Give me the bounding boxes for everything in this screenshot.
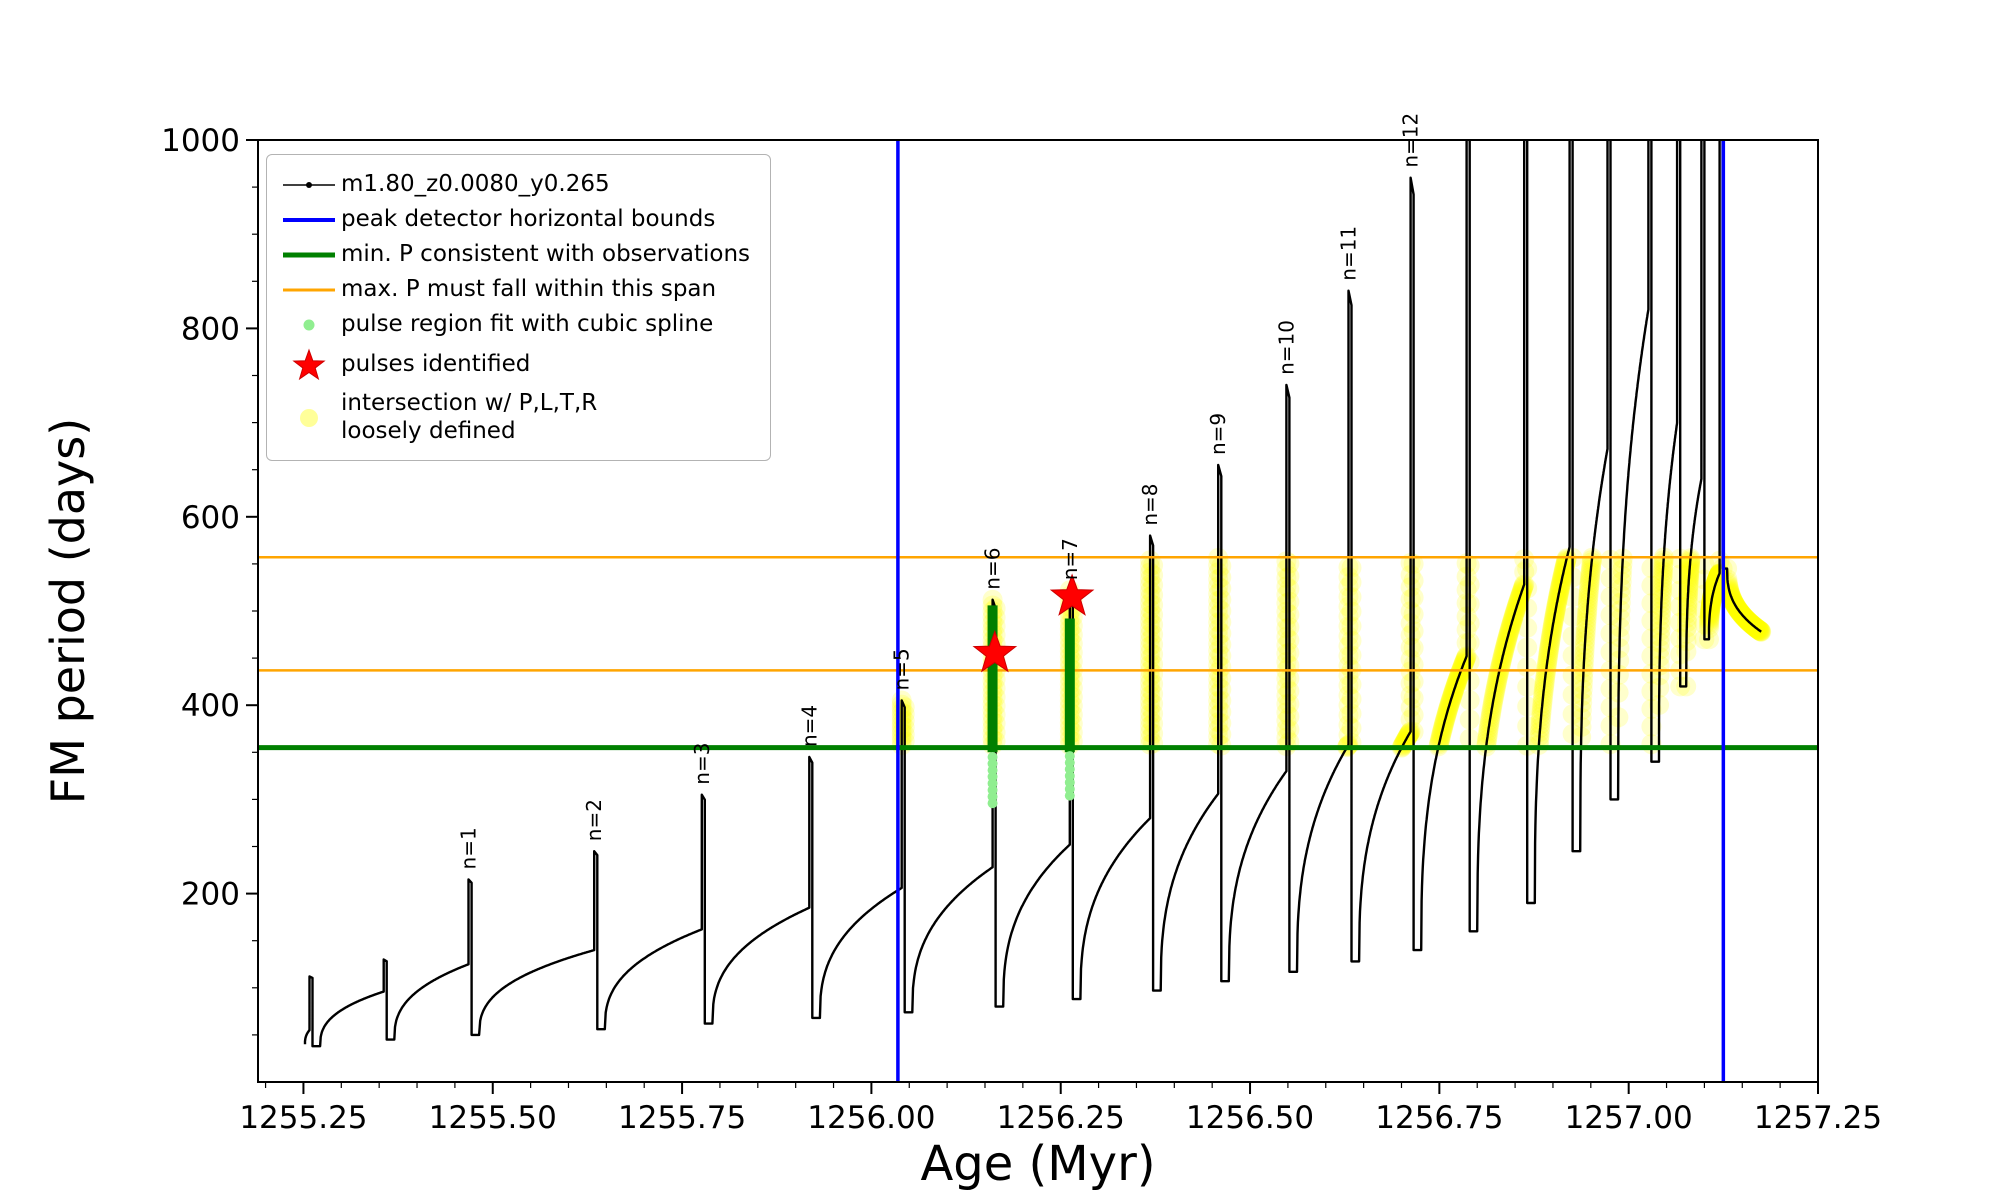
track-line — [303, 140, 1763, 1048]
legend-item: pulses identified — [277, 345, 750, 385]
evolution-track — [303, 140, 1763, 1048]
pulse-region-dot — [987, 752, 998, 763]
legend-item: m1.80_z0.0080_y0.265 — [277, 170, 750, 200]
series-line-marker-icon — [283, 182, 335, 188]
y-tick-label: 400 — [181, 688, 240, 724]
x-tick-label: 1257.25 — [1754, 1100, 1882, 1136]
pulse-number-label: n=1 — [457, 827, 481, 869]
pulse-number-label: n=3 — [690, 743, 714, 785]
y-tick-label: 1000 — [161, 123, 240, 159]
x-tick-label: 1256.25 — [997, 1100, 1125, 1136]
x-tick-label: 1255.25 — [239, 1100, 367, 1136]
legend-item: min. P consistent with observations — [277, 240, 750, 270]
pulse-number-label: n=11 — [1336, 226, 1360, 281]
pulse-number-label: n=2 — [582, 799, 606, 841]
legend-item: pulse region fit with cubic spline — [277, 310, 750, 340]
x-tick-label: 1256.75 — [1375, 1100, 1503, 1136]
pulse-number-label: n=6 — [981, 548, 1005, 590]
pulse-number-label: n=9 — [1206, 413, 1230, 455]
pulse-star — [1049, 573, 1095, 616]
y-tick-label: 200 — [181, 877, 240, 913]
y-axis-title: FM period (days) — [41, 418, 95, 804]
x-axis-title: Age (Myr) — [920, 1136, 1155, 1192]
pulse-number-label: n=4 — [797, 705, 821, 747]
pulse-star — [972, 629, 1018, 673]
dot-icon — [277, 310, 341, 340]
legend-item: intersection w/ P,L,T,R loosely defined — [277, 390, 750, 445]
line-marker-icon — [283, 252, 335, 258]
dot-marker-icon — [303, 319, 315, 331]
legend-label: max. P must fall within this span — [341, 276, 717, 303]
line-marker-icon — [283, 288, 335, 292]
x-tick-label: 1255.75 — [618, 1100, 746, 1136]
x-tick-label: 1256.50 — [1186, 1100, 1314, 1136]
pulse-annotations — [972, 573, 1095, 809]
pulse-number-label: n=5 — [890, 648, 914, 690]
line-dot-icon — [277, 170, 341, 200]
legend-label: pulses identified — [341, 351, 531, 378]
legend-label: m1.80_z0.0080_y0.265 — [341, 171, 610, 198]
legend-label: min. P consistent with observations — [341, 241, 751, 268]
legend-label: peak detector horizontal bounds — [341, 206, 716, 233]
x-tick-label: 1257.00 — [1565, 1100, 1693, 1136]
star-marker-icon — [292, 348, 326, 381]
x-tick-label: 1256.00 — [807, 1100, 935, 1136]
y-tick-label: 600 — [181, 500, 240, 536]
legend-item: peak detector horizontal bounds — [277, 205, 750, 235]
legend-item: max. P must fall within this span — [277, 275, 750, 305]
legend-label: pulse region fit with cubic spline — [341, 311, 714, 338]
legend-label-line2: loosely defined — [341, 417, 516, 444]
pulse-number-label: n=10 — [1274, 320, 1298, 375]
line-icon — [277, 275, 341, 305]
line-icon — [277, 205, 341, 235]
legend-label: intersection w/ P,L,T,R — [341, 390, 598, 416]
faint-dot-marker-icon — [300, 408, 318, 427]
intersection-markers — [891, 547, 1772, 758]
star-icon — [277, 345, 341, 385]
pulse-region-dot — [1064, 751, 1075, 762]
pulse-number-label: n=8 — [1138, 483, 1162, 525]
x-tick-label: 1255.50 — [429, 1100, 557, 1136]
line-icon — [277, 240, 341, 270]
line-marker-icon — [283, 218, 335, 222]
pulse-number-label: n=7 — [1058, 538, 1082, 580]
dot-faint-icon — [277, 403, 341, 433]
y-tick-label: 800 — [181, 311, 240, 347]
